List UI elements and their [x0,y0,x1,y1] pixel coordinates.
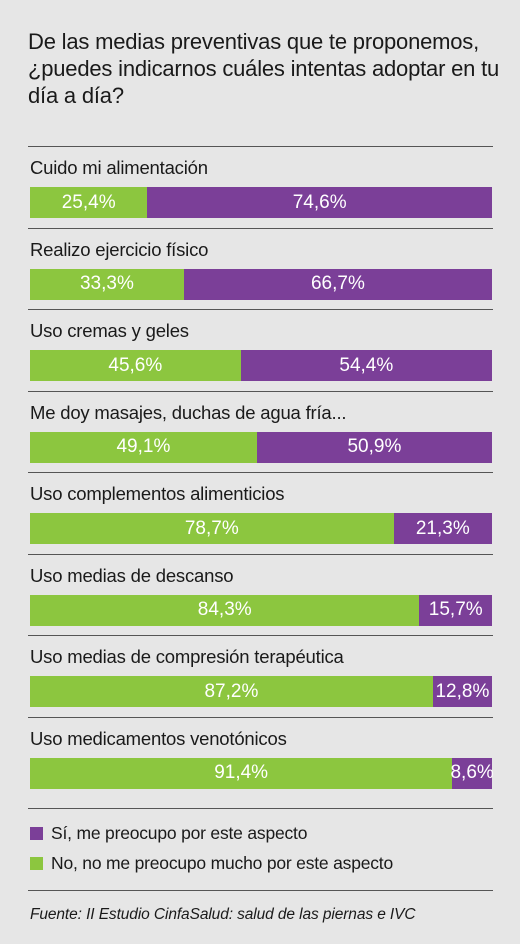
bar-row: Cuido mi alimentación 25,4% 74,6% [28,146,493,228]
data-label: 45,6% [108,354,163,376]
bar-segment-no: 87,2% [30,676,433,707]
bar-row: Me doy masajes, duchas de agua fría... 49… [28,390,493,473]
data-label: 87,2% [204,680,259,702]
source-note: Fuente: II Estudio CinfaSalud: salud de … [30,906,416,923]
bar-segment-yes: 15,7% [419,594,492,626]
legend-divider-top [28,808,493,809]
legend-divider-bottom [28,890,493,891]
stacked-bar: 78,7% 21,3% [30,513,492,544]
bar-segment-no: 49,1% [30,431,257,463]
data-label: 91,4% [214,762,269,783]
category-label: Me doy masajes, duchas de agua fría... [30,401,347,423]
data-label: 12,8% [435,680,490,702]
bar-segment-yes: 12,8% [432,676,492,707]
data-label: 54,4% [339,354,394,376]
stacked-bar: 49,1% 50,9% [30,431,492,463]
category-label: Realizo ejercicio físico [30,238,209,260]
bar-row: Uso complementos alimenticios 78,7% 21,3% [28,472,493,554]
bar-row: Uso medias de compresión terapéutica 87,2… [28,635,493,717]
bar-row: Uso cremas y geles 45,6% 54,4% [28,309,493,391]
category-label: Uso complementos alimenticios [30,483,285,504]
bar-segment-yes: 74,6% [147,187,492,218]
category-label: Uso medias de descanso [30,564,234,586]
bar-segment-yes: 50,9% [256,431,492,463]
stacked-bar: 45,6% 54,4% [30,350,492,381]
data-label: 8,6% [450,762,494,783]
stacked-bar: 25,4% 74,6% [30,187,492,218]
stacked-bar: 87,2% 12,8% [30,676,492,707]
category-label: Uso cremas y geles [30,320,189,341]
bar-row: Uso medias de descanso 84,3% 15,7% [28,553,493,636]
category-label: Uso medias de compresión terapéutica [30,646,344,667]
bar-segment-yes: 8,6% [450,757,494,789]
legend: Sí, me preocupo por este aspecto No, no … [30,818,393,878]
bar-segment-yes: 21,3% [393,513,492,544]
legend-swatch-purple [30,826,43,840]
chart-title: De las medias preventivas que te propone… [28,29,500,108]
stacked-bar: 84,3% 15,7% [30,594,492,626]
bar-row: Realizo ejercicio físico 33,3% 66,7% [28,227,493,310]
legend-item-no: No, no me preocupo mucho por este aspect… [30,848,393,878]
bar-segment-no: 33,3% [30,268,184,300]
data-label: 33,3% [79,273,134,294]
legend-label-no: No, no me preocupo mucho por este aspect… [51,852,394,873]
data-label: 84,3% [197,599,252,620]
bar-segment-no: 91,4% [30,757,453,789]
data-label: 49,1% [116,436,171,457]
data-label: 50,9% [347,436,402,457]
data-label: 74,6% [292,191,347,213]
stacked-bar: 33,3% 66,7% [30,268,492,300]
data-label: 78,7% [184,517,239,539]
legend-item-yes: Sí, me preocupo por este aspecto [30,818,393,848]
data-label: 66,7% [310,273,365,294]
bar-segment-no: 25,4% [30,187,148,218]
data-label: 21,3% [415,517,470,539]
bar-rows: Cuido mi alimentación 25,4% 74,6% Realizo e… [28,146,494,799]
data-label: 15,7% [428,599,483,620]
bar-segment-yes: 54,4% [240,350,492,381]
data-label: 25,4% [61,191,116,213]
legend-label-yes: Sí, me preocupo por este aspecto [51,822,308,843]
category-label: Uso medicamentos venotónicos [30,727,287,749]
bar-row: Uso medicamentos venotónicos 91,4% 8,6% [28,716,494,799]
bar-segment-no: 84,3% [30,594,420,626]
category-label: Cuido mi alimentación [30,157,208,178]
stacked-bar: 91,4% 8,6% [30,757,494,789]
bar-segment-yes: 66,7% [183,268,492,300]
bar-segment-no: 78,7% [30,513,394,544]
bar-segment-no: 45,6% [30,350,241,381]
legend-swatch-green [30,856,43,870]
